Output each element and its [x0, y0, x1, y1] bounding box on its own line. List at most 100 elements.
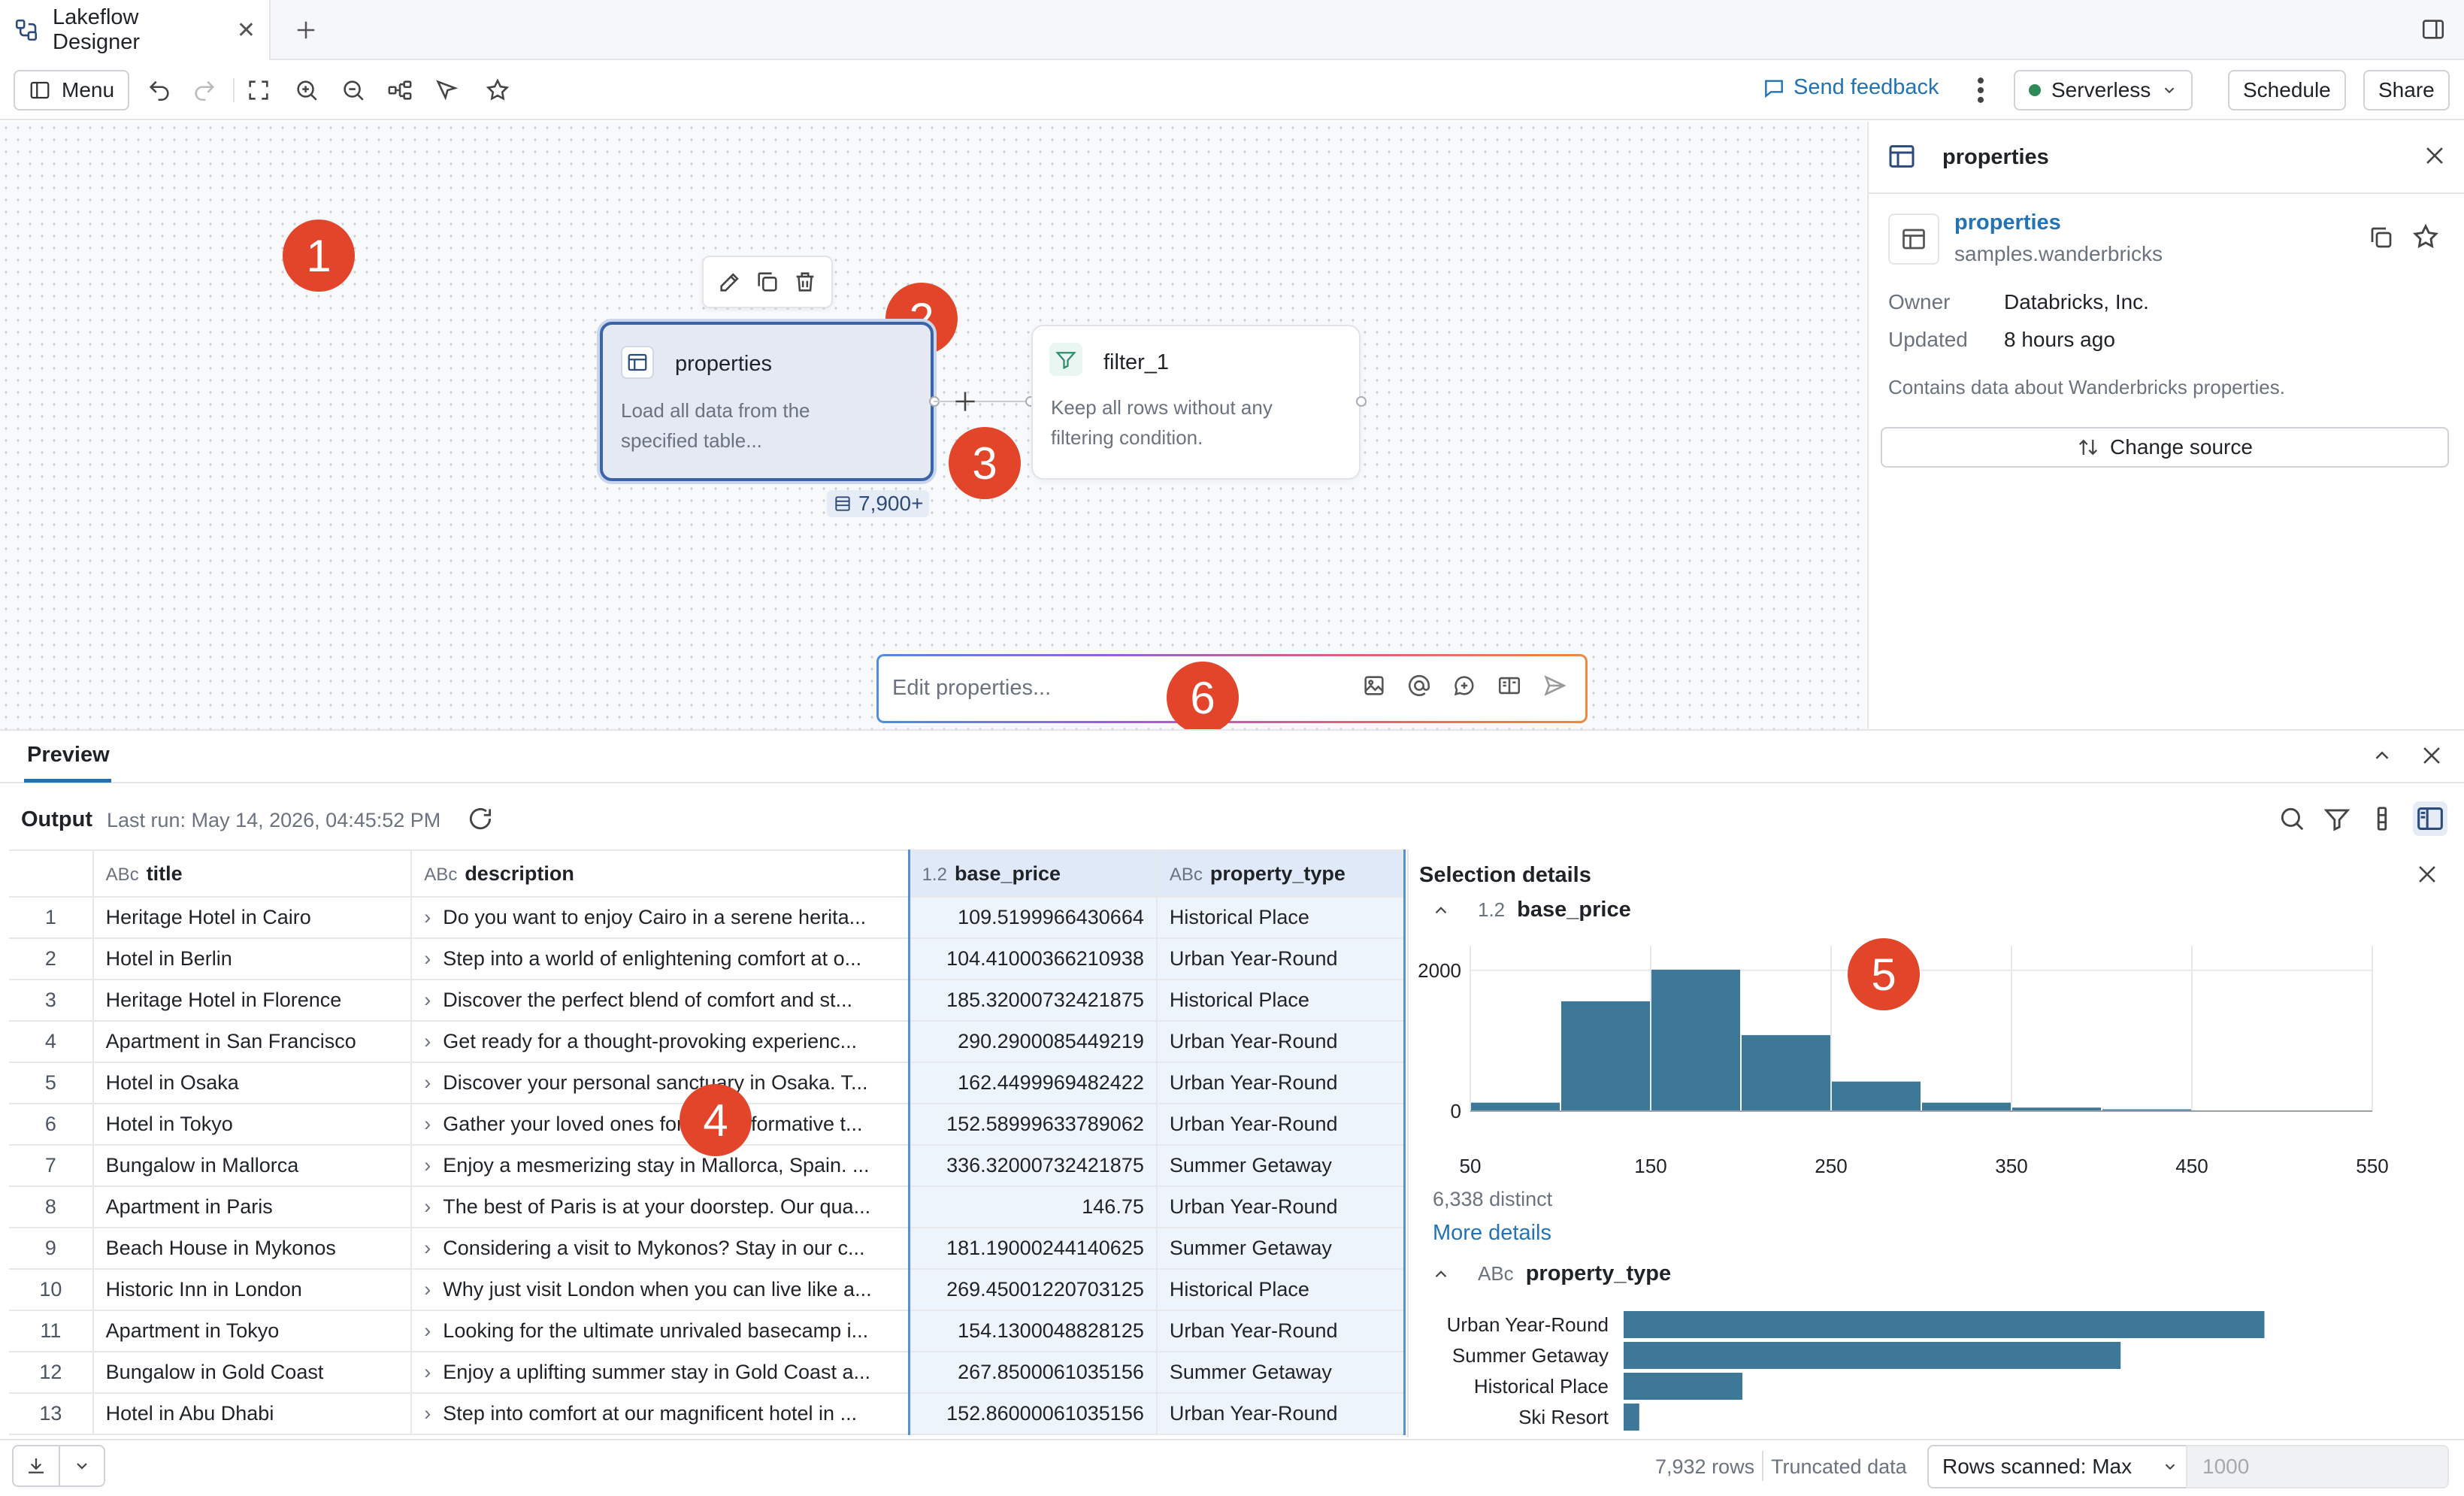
book-icon[interactable] [1497, 673, 1522, 698]
table-row[interactable]: 4 Apartment in San Francisco › Get ready fo… [9, 1021, 1406, 1063]
cell-title[interactable]: Heritage Hotel in Cairo [92, 897, 413, 939]
cell-description[interactable]: › Gather your loved ones for a transforma… [411, 1104, 910, 1146]
row-index[interactable]: 2 [9, 938, 94, 980]
change-source-button[interactable]: Change source [1881, 427, 2449, 468]
share-button[interactable]: Share [2363, 70, 2450, 111]
histogram-bar[interactable] [1742, 1034, 1830, 1111]
histogram-bar[interactable] [1922, 1102, 2011, 1111]
cell-base-price[interactable]: 152.86000061035156 [907, 1393, 1158, 1435]
cell-title[interactable]: Historic Inn in London [92, 1269, 413, 1311]
row-index[interactable]: 10 [9, 1269, 94, 1311]
row-index[interactable]: 4 [9, 1021, 94, 1063]
prompt-placeholder[interactable]: Edit properties... [892, 676, 1052, 700]
row-index[interactable]: 1 [9, 897, 94, 939]
cell-property-type[interactable]: Urban Year-Round [1156, 1186, 1406, 1228]
chevron-right-icon[interactable]: › [424, 1195, 431, 1218]
chevron-down-icon[interactable] [59, 1446, 104, 1485]
cell-description[interactable]: › Do you want to enjoy Cairo in a serene … [411, 897, 910, 939]
duplicate-icon[interactable] [755, 269, 780, 295]
category-bar[interactable] [1624, 1342, 2121, 1369]
table-row[interactable]: 2 Hotel in Berlin › Step into a world of en… [9, 938, 1406, 980]
cell-description[interactable]: › Step into a world of enlightening comfo… [411, 938, 910, 980]
cell-base-price[interactable]: 104.41000366210938 [907, 938, 1158, 980]
row-index[interactable]: 11 [9, 1310, 94, 1352]
star-icon[interactable] [481, 74, 514, 107]
chevron-right-icon[interactable]: › [424, 1237, 431, 1259]
cell-base-price[interactable]: 269.45001220703125 [907, 1269, 1158, 1311]
cell-property-type[interactable]: Urban Year-Round [1156, 1393, 1406, 1435]
row-index[interactable]: 13 [9, 1393, 94, 1435]
table-row[interactable]: 12 Bungalow in Gold Coast › Enjoy a uplifti… [9, 1352, 1406, 1394]
image-icon[interactable] [1361, 673, 1387, 698]
table-row[interactable]: 9 Beach House in Mykonos › Considering a vi… [9, 1228, 1406, 1270]
menu-button[interactable]: Menu [14, 70, 130, 111]
fit-view-icon[interactable] [242, 74, 275, 107]
column-header-description[interactable]: ABc description [411, 849, 910, 898]
auto-layout-icon[interactable] [383, 74, 416, 107]
cell-description[interactable]: › The best of Paris is at your doorstep. … [411, 1186, 910, 1228]
add-comment-icon[interactable] [1451, 673, 1477, 698]
cell-title[interactable]: Bungalow in Mallorca [92, 1145, 413, 1187]
edit-icon[interactable] [717, 269, 743, 295]
cell-base-price[interactable]: 185.32000732421875 [907, 980, 1158, 1022]
categorical-section-header[interactable]: ABc property_type [1431, 1261, 1671, 1286]
cell-property-type[interactable]: Historical Place [1156, 980, 1406, 1022]
table-row[interactable]: 5 Hotel in Osaka › Discover your personal s… [9, 1062, 1406, 1104]
category-bar[interactable] [1624, 1373, 1743, 1400]
cell-title[interactable]: Hotel in Tokyo [92, 1104, 413, 1146]
chevron-right-icon[interactable]: › [424, 1071, 431, 1094]
refresh-icon[interactable] [466, 804, 495, 833]
table-name-link[interactable]: properties [1954, 210, 2061, 235]
histogram-bar[interactable] [1651, 969, 1740, 1111]
cell-base-price[interactable]: 146.75 [907, 1186, 1158, 1228]
table-row[interactable]: 8 Apartment in Paris › The best of Paris is… [9, 1186, 1406, 1228]
details-panel-icon[interactable] [2413, 801, 2447, 836]
cell-property-type[interactable]: Urban Year-Round [1156, 938, 1406, 980]
zoom-in-icon[interactable] [290, 74, 323, 107]
table-row[interactable]: 13 Hotel in Abu Dhabi › Step into comfort a… [9, 1393, 1406, 1435]
cell-title[interactable]: Bungalow in Gold Coast [92, 1352, 413, 1394]
mention-icon[interactable] [1406, 673, 1432, 698]
select-pointer-icon[interactable] [430, 74, 463, 107]
chevron-right-icon[interactable]: › [424, 1319, 431, 1342]
histogram-bar[interactable] [1832, 1081, 1921, 1111]
cell-base-price[interactable]: 267.8500061035156 [907, 1352, 1158, 1394]
cell-title[interactable]: Heritage Hotel in Florence [92, 980, 413, 1022]
histogram-bar[interactable] [2012, 1107, 2101, 1111]
row-index[interactable]: 12 [9, 1352, 94, 1394]
histogram-bar[interactable] [2102, 1109, 2191, 1111]
close-icon[interactable]: ✕ [236, 17, 256, 43]
chevron-right-icon[interactable]: › [424, 1154, 431, 1177]
cell-title[interactable]: Hotel in Berlin [92, 938, 413, 980]
new-tab-button[interactable] [289, 14, 322, 47]
more-details-link[interactable]: More details [1433, 1221, 1551, 1245]
chevron-right-icon[interactable]: › [424, 906, 431, 928]
cell-property-type[interactable]: Historical Place [1156, 897, 1406, 939]
cell-base-price[interactable]: 181.19000244140625 [907, 1228, 1158, 1270]
cell-description[interactable]: › Step into comfort at our magnificent ho… [411, 1393, 910, 1435]
cell-description[interactable]: › Enjoy a uplifting summer stay in Gold C… [411, 1352, 910, 1394]
schedule-button[interactable]: Schedule [2228, 70, 2346, 111]
chevron-right-icon[interactable]: › [424, 1278, 431, 1301]
rows-scanned-select[interactable]: Rows scanned: Max [1927, 1445, 2193, 1488]
cell-description[interactable]: › Enjoy a mesmerizing stay in Mallorca, S… [411, 1145, 910, 1187]
compute-select-button[interactable]: Serverless [2014, 70, 2193, 111]
send-icon[interactable] [1542, 673, 1567, 698]
copy-icon[interactable] [2368, 224, 2395, 251]
zoom-out-icon[interactable] [337, 74, 370, 107]
columns-icon[interactable] [2368, 804, 2396, 833]
send-feedback-link[interactable]: Send feedback [1762, 75, 1939, 100]
cell-base-price[interactable]: 109.5199966430664 [907, 897, 1158, 939]
row-index[interactable]: 9 [9, 1228, 94, 1270]
cell-property-type[interactable]: Summer Getaway [1156, 1228, 1406, 1270]
row-limit-input[interactable]: 1000 [2186, 1445, 2449, 1488]
column-header-property-type[interactable]: ABc property_type [1156, 849, 1406, 898]
chevron-right-icon[interactable]: › [424, 1361, 431, 1383]
cell-title[interactable]: Apartment in San Francisco [92, 1021, 413, 1063]
close-icon[interactable] [2422, 143, 2447, 168]
row-index[interactable]: 5 [9, 1062, 94, 1104]
category-bar[interactable] [1624, 1311, 2265, 1338]
column-header-base-price[interactable]: 1.2 base_price [907, 849, 1158, 898]
tab-preview[interactable]: Preview [27, 743, 110, 767]
download-icon[interactable] [14, 1446, 59, 1485]
